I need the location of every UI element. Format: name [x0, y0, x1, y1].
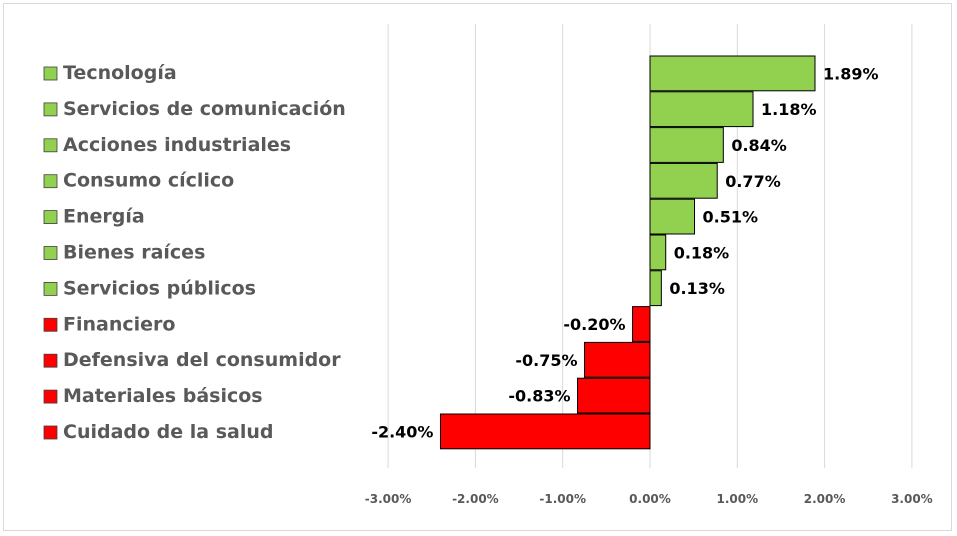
- bars: [439, 55, 816, 450]
- data-label: -0.83%: [508, 387, 570, 406]
- x-tick-label: 0.00%: [629, 492, 671, 506]
- legend-entry: Consumo cíclico: [63, 170, 234, 192]
- bar: [632, 306, 651, 342]
- legend-swatch: [43, 210, 58, 225]
- data-label: 0.51%: [703, 208, 759, 227]
- data-label: 1.89%: [823, 64, 879, 83]
- legend-swatch: [43, 317, 58, 332]
- x-tick-label: -2.00%: [452, 492, 499, 506]
- bar: [577, 377, 651, 414]
- bar: [649, 162, 718, 199]
- legend-swatch: [43, 102, 58, 117]
- bar: [439, 413, 651, 450]
- legend-swatch: [43, 425, 58, 440]
- data-label: 0.77%: [725, 172, 781, 191]
- legend-entry: Bienes raíces: [63, 242, 205, 264]
- legend-entry: Servicios de comunicación: [63, 98, 346, 120]
- legend-swatch: [43, 66, 58, 81]
- x-tick-label: -1.00%: [539, 492, 586, 506]
- legend-entry: Defensiva del consumidor: [63, 349, 341, 371]
- legend-swatch: [43, 281, 58, 296]
- bar: [649, 198, 696, 235]
- legend-swatch: [43, 174, 58, 189]
- legend-entry: Financiero: [63, 313, 175, 335]
- legend-entry: Cuidado de la salud: [63, 421, 274, 443]
- legend-swatch: [43, 138, 58, 153]
- legend-swatch: [43, 246, 58, 260]
- data-label: -0.75%: [515, 351, 577, 370]
- bar: [584, 341, 651, 378]
- data-labels: 1.89% 1.18% 0.84% 0.77% 0.51% 0.18% 0.13% -0.20…: [371, 64, 878, 441]
- legend-entry: Tecnología: [63, 62, 177, 84]
- x-tick-label: -3.00%: [365, 492, 412, 506]
- x-tick-label: 1.00%: [716, 492, 758, 506]
- data-label: -2.40%: [371, 422, 433, 441]
- legend-entry: Servicios públicos: [63, 277, 256, 299]
- data-label: 0.84%: [731, 136, 787, 155]
- bar: [649, 55, 816, 92]
- bar: [649, 91, 754, 128]
- data-label: -0.20%: [563, 315, 625, 334]
- x-tick-labels: -3.00% -2.00% -1.00% 0.00% 1.00% 2.00% 3.00%: [365, 492, 933, 506]
- legend-entry: Materiales básicos: [63, 385, 263, 407]
- legend: Tecnología Servicios de comunicación Accio…: [43, 62, 346, 443]
- legend-swatch: [43, 353, 58, 368]
- data-label: 0.18%: [674, 243, 730, 262]
- x-tick-label: 2.00%: [804, 492, 846, 506]
- bar: [649, 127, 724, 163]
- data-label: 0.13%: [669, 279, 725, 298]
- data-label: 1.18%: [761, 100, 817, 119]
- x-tick-label: 3.00%: [891, 492, 933, 506]
- legend-entry: Energía: [63, 206, 145, 228]
- legend-entry: Acciones industriales: [63, 134, 291, 156]
- bar: [649, 270, 662, 307]
- legend-swatch: [43, 389, 58, 404]
- bar: [649, 234, 667, 271]
